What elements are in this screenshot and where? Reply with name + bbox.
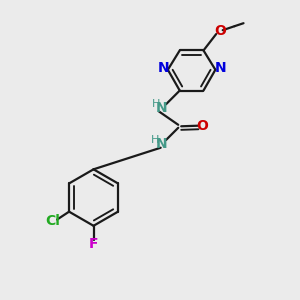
Text: F: F xyxy=(89,237,98,250)
Text: N: N xyxy=(157,61,169,75)
Text: Cl: Cl xyxy=(45,214,60,228)
Text: N: N xyxy=(156,101,168,116)
Text: N: N xyxy=(214,61,226,75)
Text: H: H xyxy=(151,135,160,145)
Text: N: N xyxy=(156,137,168,151)
Text: H: H xyxy=(152,99,161,109)
Text: O: O xyxy=(214,24,226,38)
Text: O: O xyxy=(196,119,208,133)
